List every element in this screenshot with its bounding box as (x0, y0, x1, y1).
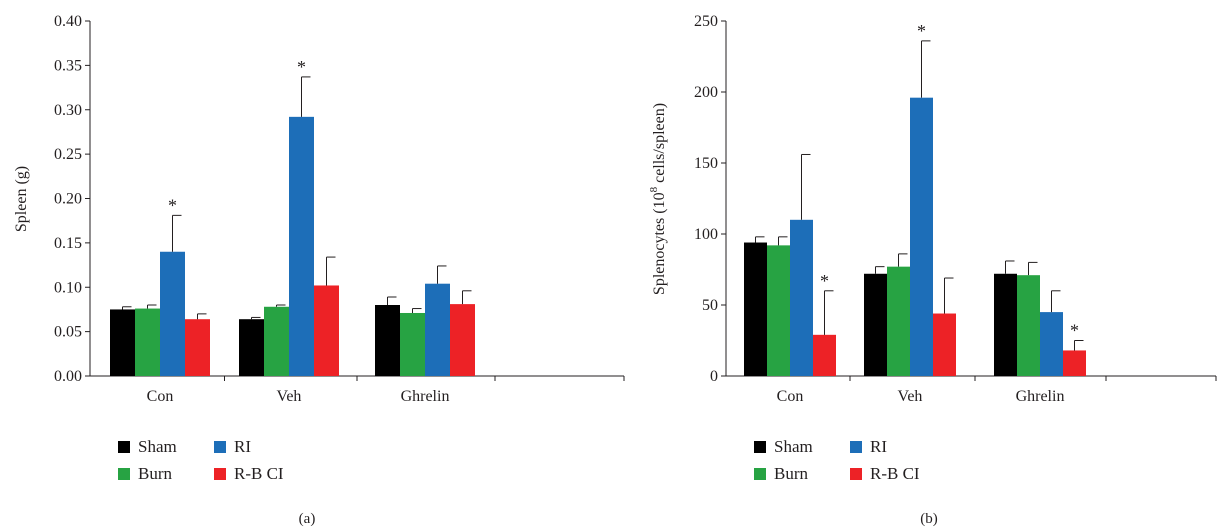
panel-b-legend-label: R-B CI (870, 464, 920, 483)
panel-b-legend-swatch (850, 441, 862, 453)
panel-b-splenocytes: Splenocytes (108 cells/spleen) (b) 0 50 10… (648, 13, 1217, 527)
panel-b-legend-swatch (754, 441, 766, 453)
panel-b-legend-swatch (754, 468, 766, 480)
panel-b-bar (744, 242, 767, 376)
panel-a-y-tick-label: 0.40 (54, 13, 82, 30)
panel-b-y-tick-label: 50 (702, 297, 718, 314)
panel-a-bar (425, 283, 450, 376)
panel-a-y-tick-label: 0.15 (54, 235, 82, 252)
panel-b-bar (887, 266, 910, 376)
panel-a-bar (110, 309, 135, 376)
panel-b-bar (933, 313, 956, 376)
panel-a-y-tick-label: 0.35 (54, 57, 82, 74)
panel-b-bar (767, 245, 790, 376)
panel-b-label: (b) (920, 511, 938, 527)
panel-b-legend-swatch (850, 468, 862, 480)
panel-b-x-tick-label: Ghrelin (1016, 388, 1065, 405)
panel-b-bar (1040, 312, 1063, 376)
panel-b-legend-label: Burn (774, 464, 809, 483)
panel-b-y-tick-label: 150 (694, 155, 718, 172)
panel-b-bar (910, 97, 933, 377)
panel-b-y-axis-label-prefix: Splenocytes (10 (651, 192, 668, 295)
panel-a-legend-label: Sham (138, 437, 177, 456)
panel-a-bar (400, 312, 425, 376)
panel-a-legend-label: R-B CI (234, 464, 284, 483)
panel-b-y-tick-label: 250 (694, 13, 718, 30)
panel-b-bar (864, 273, 887, 376)
panel-b-y-tick-label: 100 (694, 226, 718, 243)
panel-b-bar (994, 273, 1017, 376)
panel-b-significance-marker: * (1070, 321, 1079, 341)
panel-b-y-axis-label: Splenocytes (108 cells/spleen) (648, 103, 668, 295)
panel-a-legend-swatch (214, 441, 226, 453)
panel-a-y-tick-label: 0.25 (54, 146, 82, 163)
panel-b-y-axis-label-suffix: cells/spleen) (651, 103, 668, 187)
panel-a-legend-swatch (118, 468, 130, 480)
panel-b-legend-label: RI (870, 437, 887, 456)
panel-a-y-tick-label: 0.00 (54, 368, 82, 385)
panel-a-bar (160, 251, 185, 376)
panel-a-significance-marker: * (297, 57, 306, 77)
panel-b-y-tick-label: 0 (710, 368, 718, 385)
panel-a-bar (450, 304, 475, 376)
panel-a-x-tick-label: Con (147, 388, 174, 405)
panel-a-y-tick-label: 0.05 (54, 324, 82, 341)
panel-b-y-tick-label: 200 (694, 84, 718, 101)
panel-b-bar (1063, 350, 1086, 376)
panel-a-bar (289, 116, 314, 376)
panel-a-y-tick-label: 0.10 (54, 279, 82, 296)
panel-a-y-axis-label: Spleen (g) (13, 166, 30, 232)
panel-a-legend-swatch (214, 468, 226, 480)
panel-a-bar (239, 319, 264, 376)
panel-a-y-tick-label: 0.30 (54, 102, 82, 119)
panel-a-y-tick-label: 0.20 (54, 191, 82, 208)
panel-a-spleen-weight: Spleen (g) (a) 0.00 0.05 0.10 0.15 0.20 0.25 0… (13, 13, 625, 527)
panel-b-y-axis-label-superscript: 8 (648, 186, 660, 192)
panel-a-x-tick-label: Ghrelin (401, 388, 450, 405)
panel-b-x-tick-label: Veh (898, 388, 923, 405)
panel-a-bar (375, 305, 400, 376)
panel-a-legend-label: RI (234, 437, 251, 456)
panel-a-legend-swatch (118, 441, 130, 453)
panel-a-significance-marker: * (168, 195, 177, 215)
panel-b-significance-marker: * (917, 21, 926, 41)
panel-a-bar (135, 308, 160, 376)
panel-a-bar (264, 306, 289, 376)
panel-a-label: (a) (299, 511, 316, 527)
panel-b-significance-marker: * (820, 271, 829, 291)
panel-a-bar (314, 285, 339, 376)
panel-a-legend-label: Burn (138, 464, 173, 483)
panel-b-bar (790, 219, 813, 376)
panel-b-legend-label: Sham (774, 437, 813, 456)
panel-a-bar (185, 319, 210, 376)
panel-a-x-tick-label: Veh (277, 388, 302, 405)
panel-b-bar (813, 334, 836, 376)
panel-b-x-tick-label: Con (777, 388, 804, 405)
panel-b-bar (1017, 275, 1040, 376)
